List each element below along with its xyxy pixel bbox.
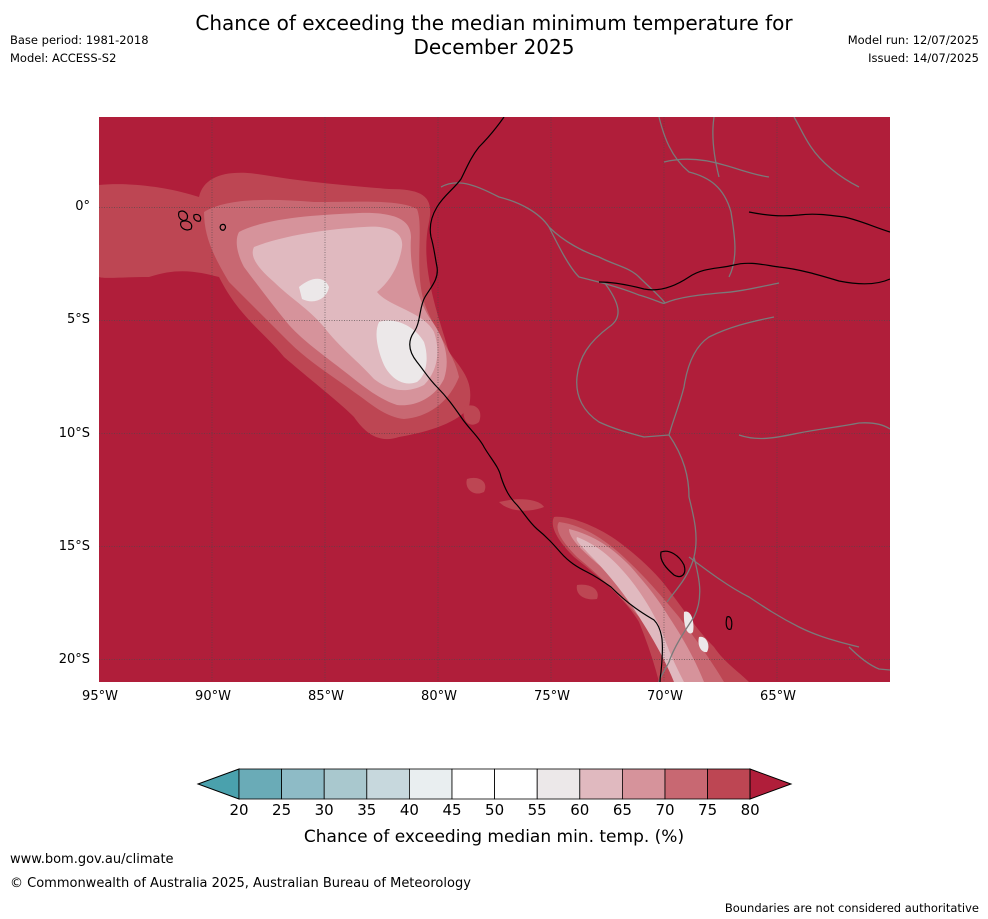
footer-disclaimer: Boundaries are not considered authoritat… (724, 901, 979, 915)
lat-label-10s: 10°S (58, 426, 90, 441)
lon-label-75w: 75°W (534, 689, 570, 704)
colorbar-tick-label: 70 (655, 801, 675, 819)
lat-label-15s: 15°S (58, 539, 90, 554)
contour-75-80-patch-4 (576, 584, 598, 600)
map-panel (99, 117, 890, 682)
country-borders (440, 117, 890, 682)
colorbar-cell (664, 768, 708, 800)
colorbar-tick-label: 50 (485, 801, 505, 819)
lon-label-70w: 70°W (647, 689, 683, 704)
colorbar-tick-label: 75 (698, 801, 718, 819)
title-line-1: Chance of exceeding the median minimum t… (195, 11, 793, 35)
title-line-2: December 2025 (413, 35, 575, 59)
colorbar (196, 767, 793, 801)
colorbar-cell (238, 768, 282, 800)
colorbar-cell (494, 768, 538, 800)
colorbar-cell (621, 768, 666, 800)
contour-75-80-patch-1 (463, 405, 481, 425)
bolivian-lake (725, 616, 733, 630)
colorbar-tick-label: 65 (612, 801, 632, 819)
south-america-coastline (409, 117, 664, 682)
model-text: Model: ACCESS-S2 (10, 51, 117, 65)
lat-label-0: 0° (75, 199, 90, 214)
base-period-text: Base period: 1981-2018 (10, 33, 149, 47)
colorbar-low-extension (196, 768, 240, 800)
colorbar-tick-label: 80 (740, 801, 760, 819)
colorbar-tick-label: 30 (314, 801, 334, 819)
amazon-river (598, 262, 890, 291)
colorbar-tick-label: 20 (229, 801, 249, 819)
map-canvas (99, 117, 890, 682)
contour-75-80-patch-2 (466, 477, 486, 494)
colorbar-cells (238, 768, 751, 800)
contour-55-60-plume (299, 278, 427, 384)
colorbar-cell (579, 768, 623, 800)
colorbar-cell (707, 768, 751, 800)
colorbar-tick-label: 60 (570, 801, 590, 819)
map-title: Chance of exceeding the median minimum t… (0, 11, 988, 59)
colorbar-graphic (196, 768, 793, 800)
colorbar-high-extension (749, 768, 793, 800)
colorbar-tick-label: 55 (527, 801, 547, 819)
contour-75-80-patch-3 (499, 499, 544, 511)
meta-left: Base period: 1981-2018 Model: ACCESS-S2 (10, 31, 149, 67)
lon-label-90w: 90°W (195, 689, 231, 704)
colorbar-cell (536, 768, 581, 800)
lon-label-80w: 80°W (421, 689, 457, 704)
colorbar-label: Chance of exceeding median min. temp. (%… (303, 827, 685, 847)
lat-label-5s: 5°S (66, 312, 90, 327)
colorbar-tick-label: 25 (272, 801, 292, 819)
contour-55-60-south (683, 611, 709, 653)
meta-right: Model run: 12/07/2025 Issued: 14/07/2025 (848, 31, 979, 67)
colorbar-tick-label: 40 (399, 801, 419, 819)
contour-60-65-south (576, 537, 684, 682)
amazon-tributary (748, 211, 890, 233)
footer-url: www.bom.gov.au/climate (10, 852, 174, 867)
lon-label-95w: 95°W (82, 689, 118, 704)
colorbar-cell (323, 768, 368, 800)
colorbar-tick-label: 45 (442, 801, 462, 819)
lon-label-65w: 65°W (760, 689, 796, 704)
colorbar-cell (281, 768, 325, 800)
colorbar-cell (451, 768, 495, 800)
colorbar-tick-label: 35 (357, 801, 377, 819)
footer-copyright: © Commonwealth of Australia 2025, Austra… (10, 876, 471, 891)
lake-titicaca (660, 550, 686, 578)
model-run-text: Model run: 12/07/2025 (847, 33, 979, 47)
lon-label-85w: 85°W (308, 689, 344, 704)
graticule (99, 117, 890, 682)
colorbar-cell (366, 768, 410, 800)
galapagos-islands (178, 210, 227, 231)
issued-text: Issued: 14/07/2025 (868, 51, 979, 65)
colorbar-cell (408, 768, 453, 800)
lat-label-20s: 20°S (58, 652, 90, 667)
